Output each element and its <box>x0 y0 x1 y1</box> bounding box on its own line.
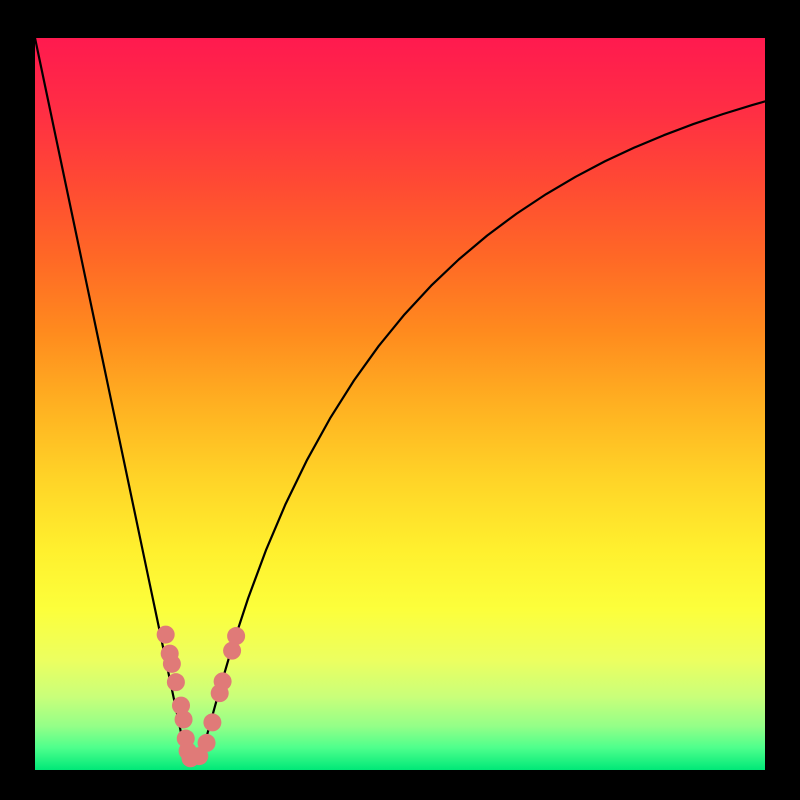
data-marker <box>157 626 175 644</box>
watermark-text: TheBottleneck.com <box>567 4 788 32</box>
data-marker <box>227 627 245 645</box>
data-marker <box>214 672 232 690</box>
data-marker <box>163 655 181 673</box>
chart-container: TheBottleneck.com <box>0 0 800 800</box>
data-marker <box>167 673 185 691</box>
data-marker <box>203 713 221 731</box>
data-marker <box>198 734 216 752</box>
gradient-background <box>35 38 765 770</box>
plot-svg <box>35 38 765 770</box>
plot-area <box>35 38 765 770</box>
data-marker <box>175 710 193 728</box>
